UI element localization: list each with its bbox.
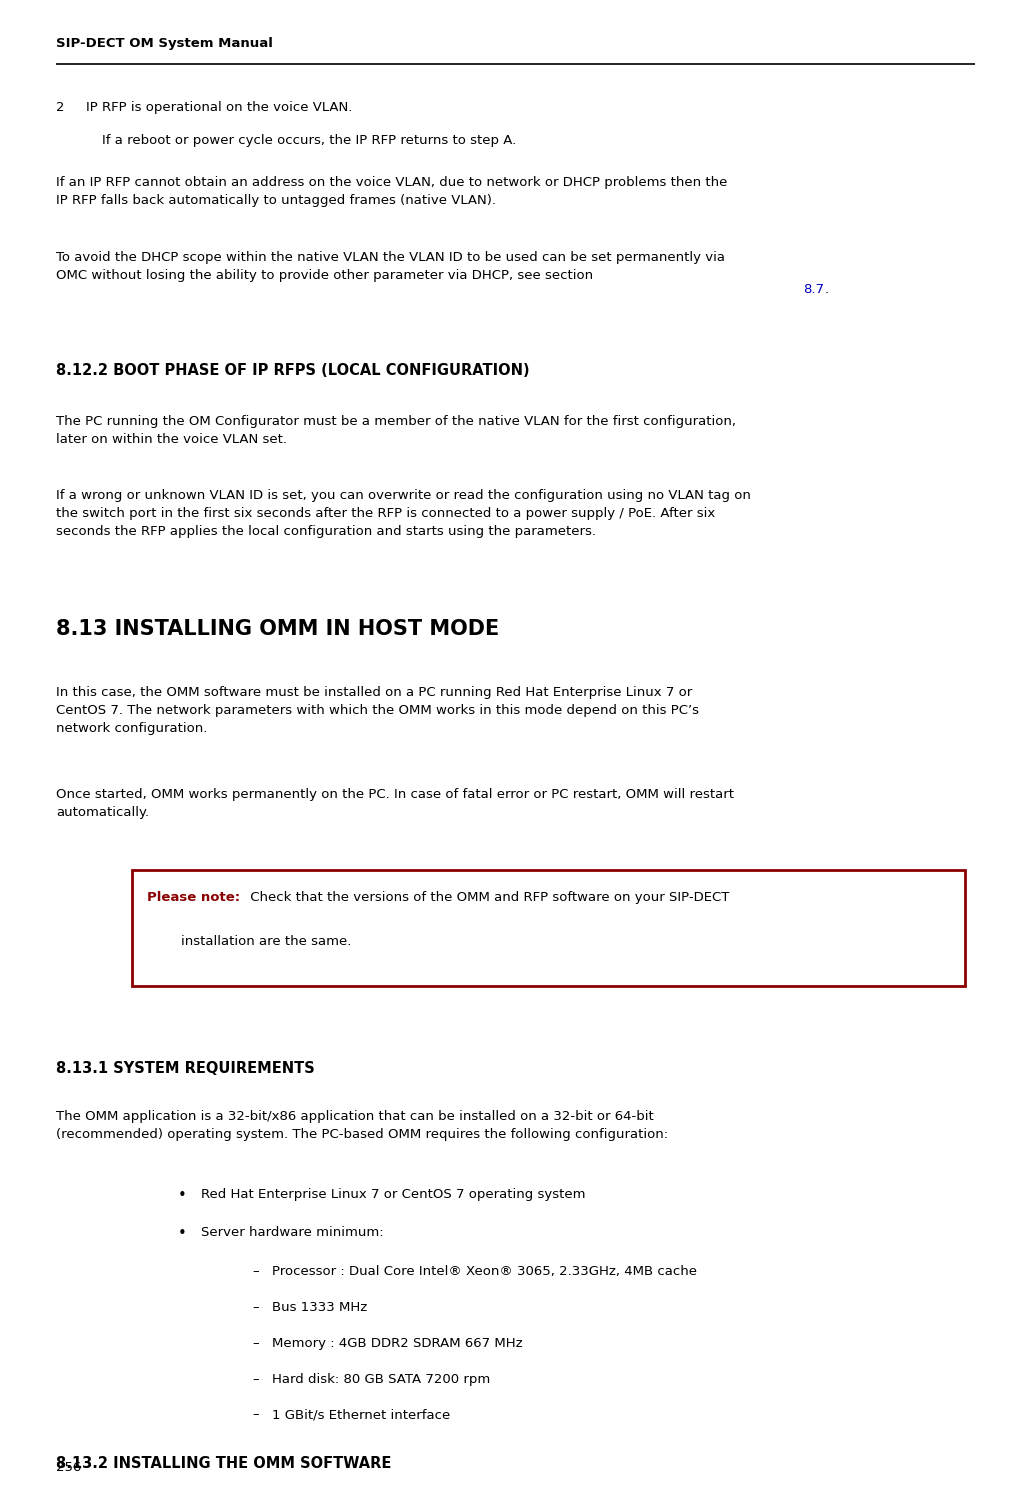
Text: –: – — [252, 1301, 259, 1314]
Text: –: – — [252, 1373, 259, 1386]
Text: The OMM application is a 32-bit/x86 application that can be installed on a 32-bi: The OMM application is a 32-bit/x86 appl… — [56, 1110, 668, 1141]
Text: Hard disk: 80 GB SATA 7200 rpm: Hard disk: 80 GB SATA 7200 rpm — [272, 1373, 491, 1386]
Text: 8.13.1 SYSTEM REQUIREMENTS: 8.13.1 SYSTEM REQUIREMENTS — [56, 1061, 315, 1076]
Text: SIP-DECT OM System Manual: SIP-DECT OM System Manual — [56, 37, 272, 51]
FancyBboxPatch shape — [132, 870, 965, 986]
Text: Processor : Dual Core Intel® Xeon® 3065, 2.33GHz, 4MB cache: Processor : Dual Core Intel® Xeon® 3065,… — [272, 1265, 697, 1279]
Text: 8.12.2 BOOT PHASE OF IP RFPS (LOCAL CONFIGURATION): 8.12.2 BOOT PHASE OF IP RFPS (LOCAL CONF… — [56, 363, 529, 377]
Text: Memory : 4GB DDR2 SDRAM 667 MHz: Memory : 4GB DDR2 SDRAM 667 MHz — [272, 1337, 523, 1350]
Text: 256: 256 — [56, 1461, 81, 1474]
Text: 1 GBit/s Ethernet interface: 1 GBit/s Ethernet interface — [272, 1408, 450, 1422]
Text: Once started, OMM works permanently on the PC. In case of fatal error or PC rest: Once started, OMM works permanently on t… — [56, 788, 734, 819]
Text: If an IP RFP cannot obtain an address on the voice VLAN, due to network or DHCP : If an IP RFP cannot obtain an address on… — [56, 176, 727, 207]
Text: Bus 1333 MHz: Bus 1333 MHz — [272, 1301, 368, 1314]
Text: installation are the same.: installation are the same. — [181, 935, 352, 949]
Text: 8.13 INSTALLING OMM IN HOST MODE: 8.13 INSTALLING OMM IN HOST MODE — [56, 619, 499, 639]
Text: Please note:: Please note: — [147, 891, 241, 904]
Text: 8.13.2 INSTALLING THE OMM SOFTWARE: 8.13.2 INSTALLING THE OMM SOFTWARE — [56, 1456, 391, 1471]
Text: IP RFP is operational on the voice VLAN.: IP RFP is operational on the voice VLAN. — [86, 101, 353, 115]
Text: If a wrong or unknown VLAN ID is set, you can overwrite or read the configuratio: If a wrong or unknown VLAN ID is set, yo… — [56, 489, 751, 539]
Text: 8.7: 8.7 — [803, 283, 824, 297]
Text: If a reboot or power cycle occurs, the IP RFP returns to step A.: If a reboot or power cycle occurs, the I… — [102, 134, 516, 148]
Text: The PC running the OM Configurator must be a member of the native VLAN for the f: The PC running the OM Configurator must … — [56, 415, 736, 446]
Text: –: – — [252, 1337, 259, 1350]
Text: 2: 2 — [56, 101, 64, 115]
Text: To avoid the DHCP scope within the native VLAN the VLAN ID to be used can be set: To avoid the DHCP scope within the nativ… — [56, 251, 724, 282]
Text: .: . — [825, 283, 829, 297]
Text: Server hardware minimum:: Server hardware minimum: — [201, 1226, 384, 1240]
Text: –: – — [252, 1265, 259, 1279]
Text: Red Hat Enterprise Linux 7 or CentOS 7 operating system: Red Hat Enterprise Linux 7 or CentOS 7 o… — [201, 1188, 585, 1201]
Text: In this case, the OMM software must be installed on a PC running Red Hat Enterpr: In this case, the OMM software must be i… — [56, 686, 699, 736]
Text: –: – — [252, 1408, 259, 1422]
Text: Check that the versions of the OMM and RFP software on your SIP-DECT: Check that the versions of the OMM and R… — [246, 891, 729, 904]
Text: •: • — [178, 1188, 187, 1203]
Text: •: • — [178, 1226, 187, 1241]
